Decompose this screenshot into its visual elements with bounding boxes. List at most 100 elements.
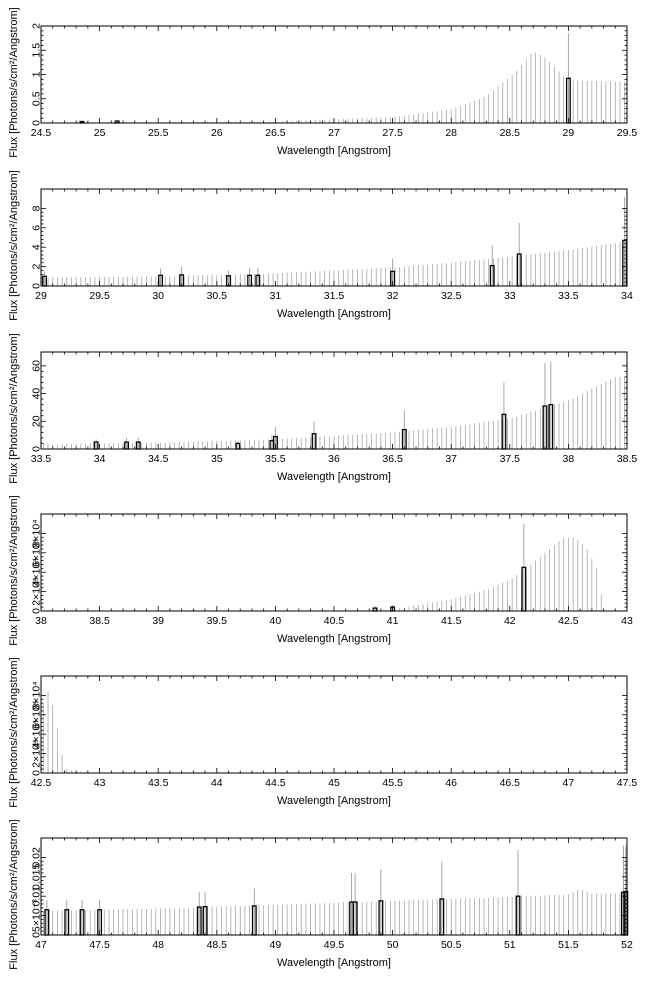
spectrum-lines xyxy=(42,241,626,286)
x-axis xyxy=(40,26,628,123)
x-axis-label: Wavelength [Angstrom] xyxy=(277,633,391,645)
x-tick-label: 46 xyxy=(445,777,457,789)
x-tick-label: 29.5 xyxy=(617,127,638,139)
x-axis-label: Wavelength [Angstrom] xyxy=(277,308,391,320)
y-tick-label: 1 xyxy=(31,71,43,77)
x-tick-label: 42.5 xyxy=(31,777,52,789)
x-tick-label: 48 xyxy=(152,939,164,951)
y-axis xyxy=(41,695,627,774)
strong-lines xyxy=(42,196,628,287)
y-axis xyxy=(41,533,627,612)
spectrum-panel-2: 29 29.5 30 30.5 31 31.5 32 32.5 33 33.5 34 0 2 4 6 8 Wav… xyxy=(8,170,633,320)
x-tick-label: 29.5 xyxy=(89,290,110,302)
plot-frame xyxy=(40,513,628,612)
spectrum-panel-6: 47 47.5 48 48.5 49 49.5 50 50.5 51 51.5 5205×10⁻³0… xyxy=(8,819,633,969)
x-tick-label: 36 xyxy=(328,453,340,465)
x-tick-label: 45 xyxy=(328,777,340,789)
y-tick-label: 0 xyxy=(31,446,43,452)
y-tick-label: 60 xyxy=(31,360,43,372)
x-axis-label: Wavelength [Angstrom] xyxy=(277,145,391,157)
x-tick-label: 37 xyxy=(445,453,457,465)
x-tick-label: 34 xyxy=(94,453,106,465)
y-tick-label: 2×10⁴ xyxy=(31,740,43,768)
y-tick-label: 0.5 xyxy=(31,91,43,106)
x-tick-label: 47.5 xyxy=(617,777,638,789)
spectrum-panel-3: 33.5 34 34.5 35 35.5 36 36.5 37 37.5 38 38.5 0 20 40 6… xyxy=(8,333,637,483)
y-axis-label: Flux [Photons/s/cm²/Angstrom] xyxy=(8,333,20,483)
x-tick-label: 33.5 xyxy=(558,290,579,302)
y-axis-label: Flux [Photons/s/cm²/Angstrom] xyxy=(8,170,20,320)
x-tick-label: 26 xyxy=(211,127,223,139)
x-tick-label: 45.5 xyxy=(382,777,403,789)
y-tick-label: 0.02 xyxy=(31,847,43,868)
x-tick-label: 50 xyxy=(387,939,399,951)
x-tick-label: 24.5 xyxy=(31,127,52,139)
strong-lines xyxy=(93,361,554,450)
x-tick-label: 27.5 xyxy=(382,127,403,139)
x-tick-label: 42.5 xyxy=(558,615,579,627)
y-tick-label: 0.01 xyxy=(31,886,43,907)
x-tick-label: 34.5 xyxy=(148,453,169,465)
x-tick-label: 29 xyxy=(35,290,47,302)
y-axis-label: Flux [Photons/s/cm²/Angstrom] xyxy=(8,7,20,157)
x-tick-label: 28.5 xyxy=(500,127,521,139)
x-tick-label: 43.5 xyxy=(148,777,169,789)
x-tick-label: 43 xyxy=(621,615,633,627)
spectrum-panel-1: 24.5 25 25.5 26 26.5 27 27.5 28 28.5 29 29.5 0 0.5 1 1… xyxy=(8,7,637,157)
y-axis-label: Flux [Photons/s/cm²/Angstrom] xyxy=(8,657,20,807)
y-tick-label: 8 xyxy=(31,205,43,211)
x-tick-label: 38 xyxy=(35,615,47,627)
plot-frame xyxy=(40,351,628,450)
x-tick-label: 50.5 xyxy=(441,939,462,951)
x-tick-label: 38.5 xyxy=(89,615,110,627)
x-tick-label: 41.5 xyxy=(441,615,462,627)
y-tick-label: 4×10⁴ xyxy=(31,720,43,748)
x-axis xyxy=(40,352,628,449)
y-axis xyxy=(41,207,627,287)
plot-frame xyxy=(40,675,628,774)
y-axis xyxy=(41,365,627,450)
x-axis xyxy=(40,189,628,286)
y-tick-label: 20 xyxy=(31,415,43,427)
y-tick-label: 0 xyxy=(31,932,43,938)
y-tick-label: 8×10⁴ xyxy=(31,681,43,709)
x-axis xyxy=(40,676,628,773)
y-tick-label: 6×10⁴ xyxy=(31,539,43,567)
y-tick-label: 2 xyxy=(31,23,43,29)
x-tick-label: 47 xyxy=(35,939,47,951)
y-tick-label: 0.015 xyxy=(31,864,43,890)
x-tick-label: 52 xyxy=(621,939,633,951)
x-tick-label: 26.5 xyxy=(265,127,286,139)
x-axis-label: Wavelength [Angstrom] xyxy=(277,795,391,807)
x-tick-label: 33.5 xyxy=(31,453,52,465)
x-tick-label: 44.5 xyxy=(265,777,286,789)
spectrum-lines xyxy=(52,537,602,611)
x-tick-label: 43 xyxy=(94,777,106,789)
strong-lines xyxy=(79,33,571,124)
spectrum-lines xyxy=(42,890,626,935)
x-tick-label: 47.5 xyxy=(89,939,110,951)
y-tick-label: 1.5 xyxy=(31,43,43,58)
x-tick-label: 29 xyxy=(563,127,575,139)
x-tick-label: 34 xyxy=(621,290,633,302)
x-tick-label: 32 xyxy=(387,290,399,302)
spectrum-lines xyxy=(42,376,626,449)
y-axis-label: Flux [Photons/s/cm²/Angstrom] xyxy=(8,819,20,969)
y-tick-label: 5×10⁻³ xyxy=(31,899,43,932)
x-tick-label: 40.5 xyxy=(324,615,345,627)
x-tick-label: 39.5 xyxy=(207,615,228,627)
x-tick-label: 51.5 xyxy=(558,939,579,951)
x-tick-label: 40 xyxy=(270,615,282,627)
x-tick-label: 35.5 xyxy=(265,453,286,465)
x-tick-label: 37.5 xyxy=(500,453,521,465)
y-tick-label: 0 xyxy=(31,120,43,126)
x-tick-label: 31 xyxy=(270,290,282,302)
y-tick-label: 2×10⁴ xyxy=(31,578,43,606)
y-tick-label: 4 xyxy=(31,244,43,250)
y-tick-label: 0 xyxy=(31,770,43,776)
x-axis-label: Wavelength [Angstrom] xyxy=(277,471,391,483)
x-tick-label: 27 xyxy=(328,127,340,139)
spectrum-panel-4: 38 38.5 39 39.5 40 40.5 41 41.5 42 42.5 43 0 2×10⁴4×… xyxy=(8,495,633,645)
